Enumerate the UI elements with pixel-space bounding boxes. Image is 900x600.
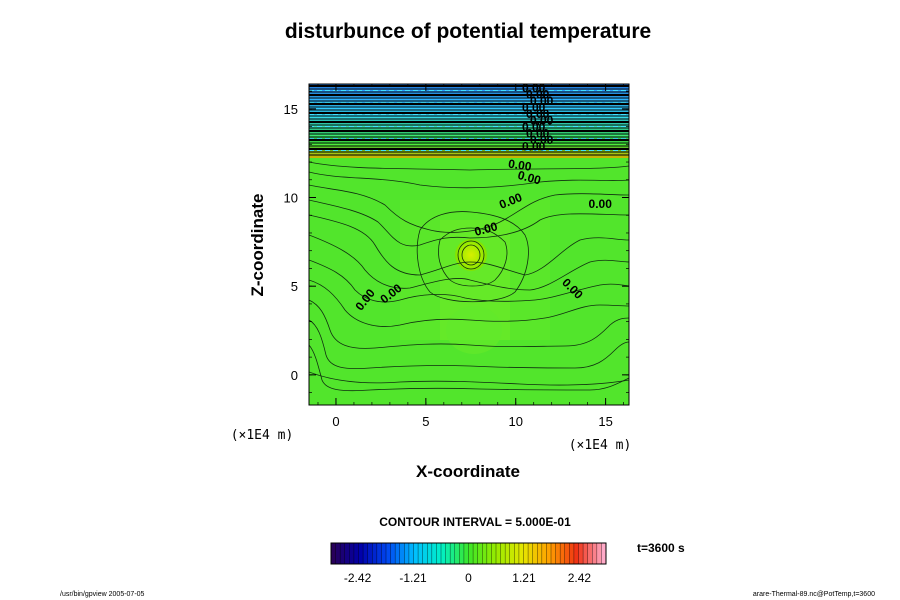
colorbar-tick-label: 2.42	[568, 571, 592, 585]
colorbar-tick-label: 0	[465, 571, 472, 585]
top-band-contour-label: 0.00	[530, 114, 554, 128]
colorbar-tick-labels: -2.42 -1.21 0 1.21 2.42	[344, 571, 592, 585]
contour-label: 0.00	[516, 168, 542, 188]
contour-label: 0.00	[507, 157, 532, 174]
x-axis-ticks: 0 5 10 15	[317, 84, 624, 429]
y-tick-label: 15	[284, 102, 298, 117]
chart-title: disturbunce of potential temperature	[285, 20, 651, 43]
colorbar-tick-label: 1.21	[512, 571, 536, 585]
contour-lines	[309, 161, 629, 392]
x-axis-title: X-coordinate	[416, 462, 520, 481]
contour-label: 0.00	[589, 197, 613, 211]
top-band-contour-label: 0.00	[530, 133, 554, 147]
top-band-contour-label: 0.00	[526, 107, 550, 121]
y-tick-label: 10	[284, 191, 298, 206]
contour-interval-text: CONTOUR INTERVAL = 5.000E-01	[379, 515, 571, 529]
colorbar-frame	[330, 542, 607, 565]
x-tick-label: 5	[422, 414, 429, 429]
colorbar	[330, 543, 607, 564]
x-tick-label: 10	[509, 414, 523, 429]
y-axis-title: Z-coordinate	[248, 194, 267, 297]
heatmap-field: 0.000.000.000.000.000.000.000.000.000.00…	[309, 81, 629, 405]
top-band-contour-label: 0.00	[522, 140, 546, 154]
top-band-contour-label: 0.00	[526, 127, 550, 141]
y-tick-label: 0	[291, 368, 298, 383]
time-label: t=3600 s	[637, 541, 685, 555]
top-band-contour-label: 0.00	[522, 101, 546, 115]
top-band-contour-label: 0.00	[526, 88, 550, 102]
footer-left: /usr/bin/gpview 2005-07-05	[60, 591, 145, 598]
top-contour-lines: 0.000.000.000.000.000.000.000.000.000.00	[309, 81, 629, 156]
colorbar-tick-label: -1.21	[399, 571, 427, 585]
y-axis-ticks: 0 5 10 15	[284, 90, 629, 393]
top-band-contour-label: 0.00	[522, 81, 546, 95]
z-unit-label: (×1E4 m)	[231, 428, 294, 443]
x-tick-label: 15	[598, 414, 612, 429]
warm-bubble	[455, 239, 487, 271]
top-band-contour-label: 0.00	[522, 120, 546, 134]
colorbar-tick-label: -2.42	[344, 571, 372, 585]
x-tick-label: 0	[332, 414, 339, 429]
plot-frame	[308, 83, 630, 406]
footer-right: arare-Thermal-89.nc@PotTemp,t=3600	[753, 591, 875, 598]
y-tick-label: 5	[291, 279, 298, 294]
x-unit-label: (×1E4 m)	[569, 438, 632, 453]
top-band-contour-label: 0.00	[530, 94, 554, 108]
contour-label: 0.00	[473, 219, 499, 239]
